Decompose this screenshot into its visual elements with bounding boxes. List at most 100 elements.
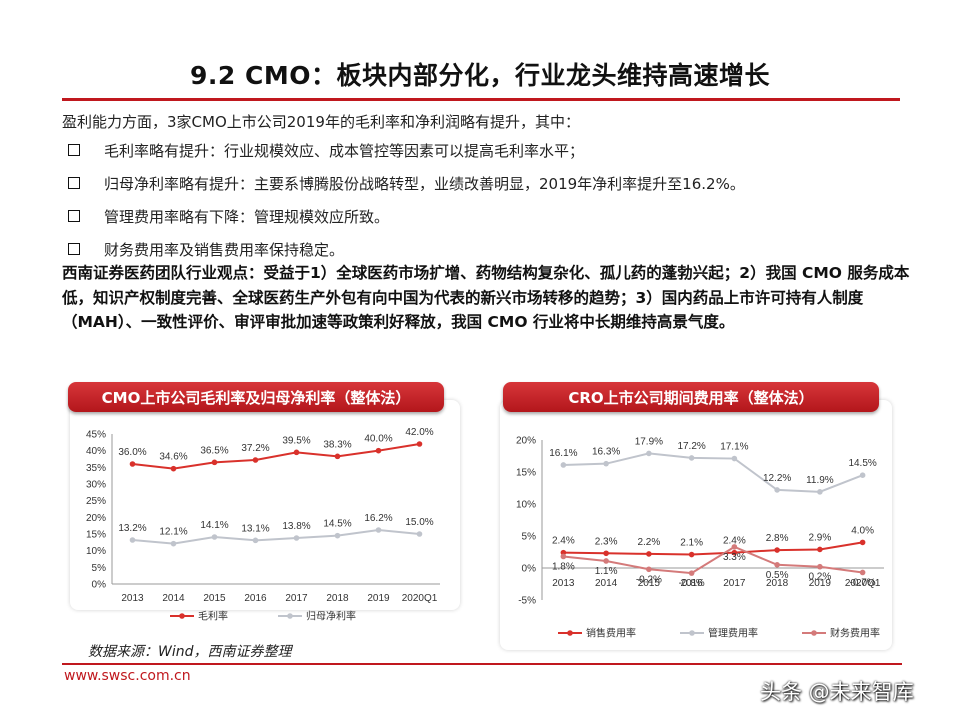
data-label: -0.7% — [850, 577, 876, 588]
data-point — [416, 531, 423, 537]
x-tick-label: 2019 — [367, 593, 390, 604]
chart-panel-right — [500, 400, 892, 650]
data-label: 2.1% — [680, 538, 703, 549]
data-label: 42.0% — [405, 427, 433, 438]
data-point — [129, 461, 136, 467]
data-point — [817, 546, 823, 553]
data-point — [211, 459, 218, 466]
watermark: 头条 @未来智库 — [760, 680, 914, 704]
data-point — [252, 457, 259, 463]
x-tick-label: 2017 — [285, 593, 308, 604]
data-point — [416, 441, 423, 447]
data-point — [375, 527, 382, 533]
data-point — [293, 535, 300, 541]
legend-marker — [287, 613, 293, 619]
data-point — [646, 551, 652, 557]
data-point — [334, 453, 341, 460]
chart-panel-left — [70, 400, 460, 610]
data-label: 14.5% — [323, 519, 351, 530]
y-tick-label: 0% — [92, 580, 107, 591]
data-point — [293, 449, 300, 456]
data-point — [774, 487, 780, 493]
data-label: 11.9% — [806, 475, 834, 486]
legend-label: 销售费用率 — [586, 627, 636, 640]
data-point — [560, 553, 567, 560]
data-label: 36.0% — [118, 447, 146, 458]
page-title: 9.2 CMO：板块内部分化，行业龙头维持高速增长 — [190, 61, 770, 90]
data-label: 39.5% — [282, 435, 310, 446]
x-tick-label: 2017 — [723, 578, 746, 589]
footer-divider — [62, 663, 902, 665]
data-point — [859, 569, 866, 576]
checkbox-bullet-icon — [68, 210, 80, 222]
data-point — [603, 558, 609, 564]
data-label: 13.1% — [241, 523, 269, 534]
data-label: 17.2% — [677, 441, 705, 452]
data-point — [646, 566, 652, 573]
data-point — [129, 537, 136, 543]
data-point — [688, 551, 695, 558]
x-tick-label: 2016 — [681, 578, 704, 589]
data-label: 2.9% — [808, 532, 831, 543]
chart-cmo-margins: 0% 5% 10% 15% 20% 25% 30% 35% 40% 45% 2013 2014 2015… — [86, 427, 440, 623]
y-tick-label: 35% — [86, 463, 106, 474]
data-label: 3.3% — [723, 552, 746, 563]
y-tick-label: 15% — [86, 530, 106, 541]
series-line — [563, 541, 863, 556]
data-label: 4.0% — [851, 525, 874, 536]
bullet-text: 管理费用率略有下降：管理规模效应所致。 — [104, 207, 390, 226]
x-tick-label: 2013 — [121, 593, 144, 604]
data-point — [859, 472, 866, 478]
data-point — [170, 465, 177, 472]
industry-viewpoint: 西南证券医药团队行业观点：受益于1）全球医药市场扩增、药物结构复杂化、孤儿药的蓬… — [62, 264, 910, 331]
data-label: 2.2% — [637, 537, 660, 548]
y-tick-label: 5% — [92, 563, 107, 574]
checkbox-bullet-icon — [68, 177, 80, 189]
bullet-text: 财务费用率及销售费用率保持稳定。 — [104, 240, 345, 259]
data-label: 2.8% — [766, 533, 789, 544]
bullet-list: 毛利率略有提升：行业规模效应、成本管控等因素可以提高毛利率水平； 归母净利率略有… — [66, 136, 906, 268]
bullet-item: 管理费用率略有下降：管理规模效应所致。 — [66, 202, 906, 230]
checkbox-bullet-icon — [68, 144, 80, 156]
data-label: 16.1% — [549, 448, 577, 459]
data-label: 2.3% — [595, 536, 618, 547]
x-tick-label: 2015 — [203, 593, 226, 604]
legend-marker — [811, 630, 817, 636]
data-point — [211, 534, 218, 540]
data-label: 14.5% — [848, 458, 876, 469]
website-link[interactable]: www.swsc.com.cn — [64, 668, 191, 684]
series-line — [132, 528, 420, 545]
series-line — [132, 443, 420, 470]
data-label: 2.4% — [723, 536, 746, 547]
data-label: 1.8% — [552, 561, 575, 572]
y-tick-label: 20% — [516, 436, 536, 447]
series-line — [563, 452, 863, 493]
data-point — [817, 489, 823, 495]
x-tick-label: 2018 — [326, 593, 349, 604]
data-label: 14.1% — [200, 520, 228, 531]
x-tick-label: 2019 — [809, 578, 832, 589]
data-label: 17.9% — [635, 436, 663, 447]
legend-marker — [179, 613, 185, 619]
data-label: 38.3% — [323, 439, 351, 450]
data-label: 16.2% — [364, 513, 392, 524]
data-label: 17.1% — [720, 442, 748, 453]
bullet-item: 财务费用率及销售费用率保持稳定。 — [66, 235, 906, 263]
data-point — [603, 460, 609, 467]
data-label: 34.6% — [159, 452, 187, 463]
x-tick-label: 2013 — [552, 578, 575, 589]
data-source: 数据来源：Wind，西南证券整理 — [88, 644, 292, 660]
data-point — [560, 462, 567, 468]
data-label: 12.2% — [763, 473, 791, 484]
data-label: 1.1% — [595, 566, 618, 577]
data-label: 13.2% — [118, 523, 146, 534]
chart-title-left: CMO上市公司毛利率及归母净利率（整体法） — [68, 382, 444, 412]
x-tick-label: 2016 — [244, 593, 267, 604]
series-line — [563, 545, 863, 575]
legend-label: 财务费用率 — [830, 627, 880, 640]
x-tick-label: 2015 — [638, 578, 661, 589]
data-label: 12.1% — [159, 527, 187, 538]
y-tick-label: 40% — [86, 446, 106, 457]
y-tick-label: 10% — [86, 546, 106, 557]
data-point — [375, 447, 382, 454]
